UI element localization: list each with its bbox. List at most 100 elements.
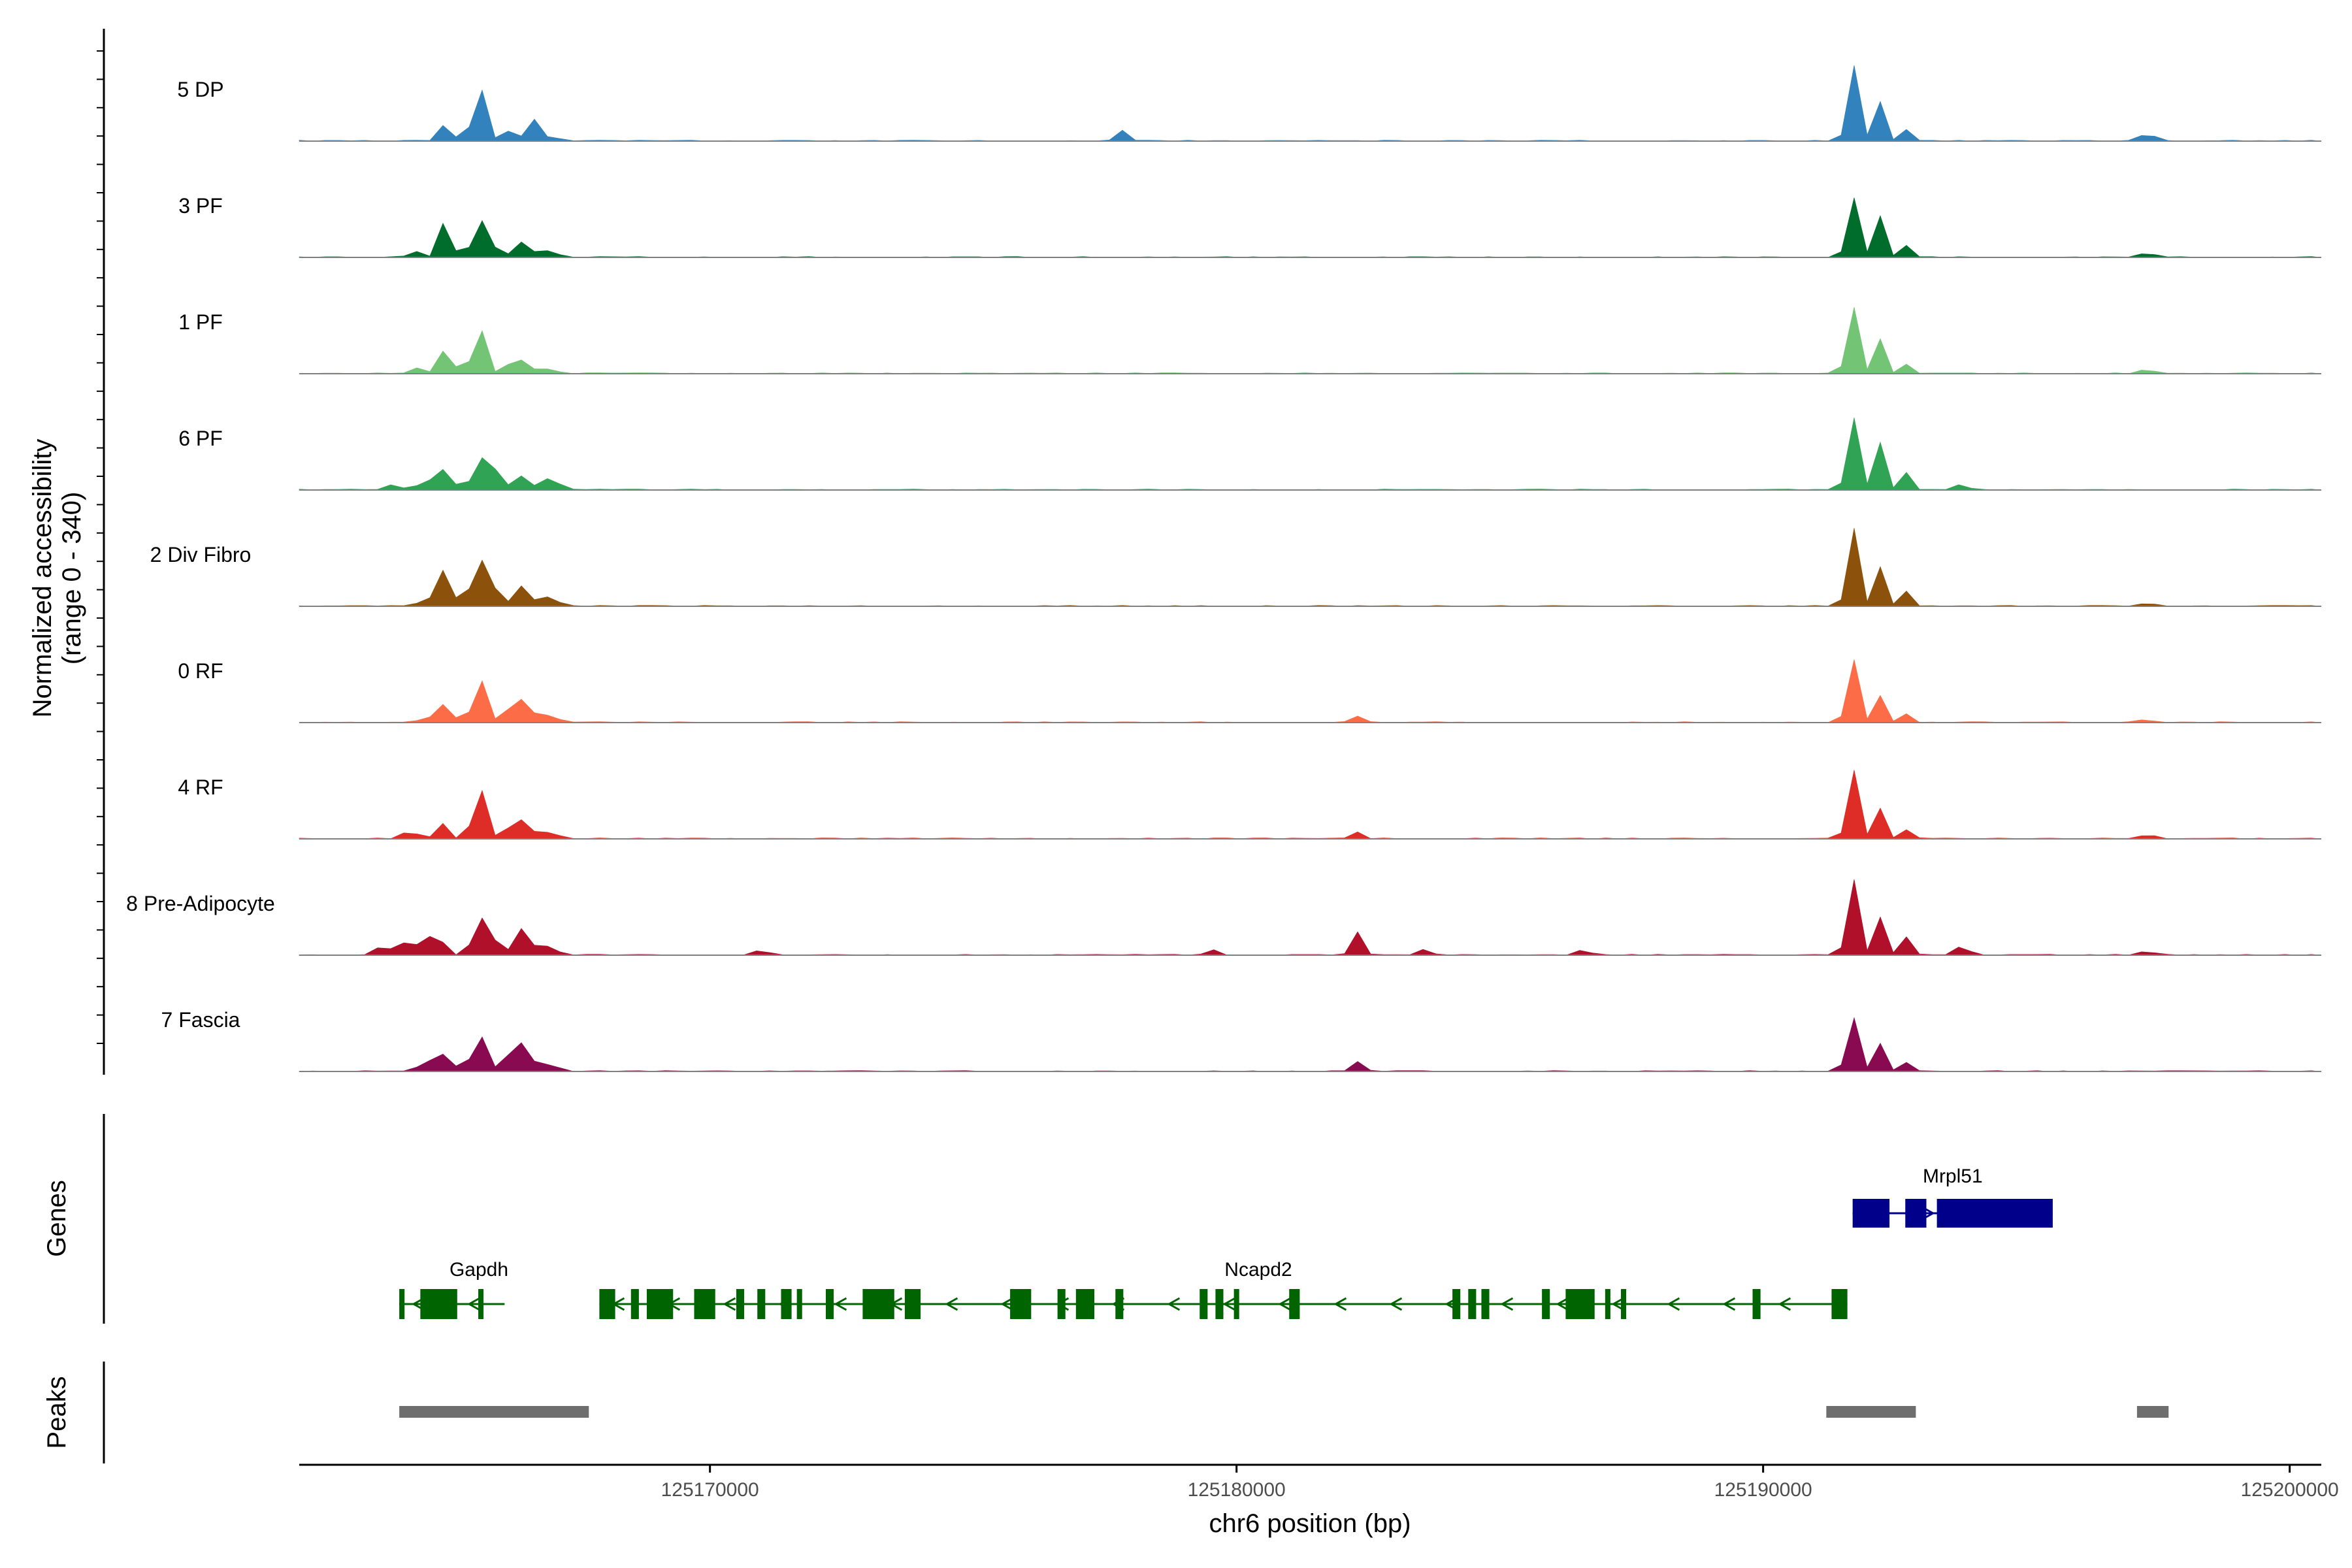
track-1-pf: 1 PF (178, 307, 2322, 374)
track-2-div-fibro: 2 Div Fibro (150, 528, 2322, 607)
exon (1289, 1289, 1300, 1319)
coverage-area (299, 659, 2322, 723)
gene-gapdh: Gapdh (399, 1259, 508, 1319)
genes-track-label: Genes (42, 1180, 71, 1257)
track-7-fascia: 7 Fascia (161, 1008, 2322, 1072)
coverage-area (299, 65, 2322, 142)
coverage-tracks: 5 DP 3 PF 1 PF 6 PF 2 Div Fibro 0 RF 4 RF 8 Pre… (126, 65, 2322, 1072)
exon (694, 1289, 715, 1319)
strand-arrow-left-icon (1611, 1297, 1625, 1311)
peak-regions-track (399, 1406, 2169, 1418)
exon (1542, 1289, 1550, 1319)
x-axis-title: chr6 position (bp) (1209, 1509, 1411, 1538)
exon (1057, 1289, 1066, 1319)
strand-arrow-left-icon (1667, 1297, 1680, 1311)
track-3-pf: 3 PF (178, 194, 2322, 258)
strand-arrow-left-icon (1222, 1297, 1236, 1311)
track-label: 8 Pre-Adipocyte (126, 892, 275, 915)
exon (904, 1289, 921, 1319)
track-label: 7 Fascia (161, 1008, 240, 1032)
track-label: 3 PF (178, 194, 223, 218)
gene-annotation-track: Gapdh Ncapd2 Mrpl51 (399, 1166, 2053, 1319)
gene-label: Gapdh (449, 1259, 508, 1281)
track-label: 0 RF (178, 659, 223, 683)
exon (399, 1289, 405, 1319)
strand-arrow-left-icon (1722, 1297, 1736, 1311)
exon (1010, 1289, 1032, 1319)
peak-region-bar (399, 1406, 589, 1418)
coverage-area (299, 528, 2322, 607)
gene-label: Mrpl51 (1923, 1166, 1983, 1187)
strand-arrow-left-icon (723, 1297, 736, 1311)
coverage-area (299, 770, 2322, 840)
exon (630, 1289, 639, 1319)
exon (1831, 1289, 1848, 1319)
strand-arrow-left-icon (1167, 1297, 1181, 1311)
x-tick-label: 125200000 (2241, 1479, 2339, 1501)
strand-arrow-left-icon (834, 1297, 847, 1311)
strand-arrow-left-icon (1556, 1297, 1569, 1311)
gene-ncapd2: Ncapd2 (599, 1259, 1848, 1319)
exon (599, 1289, 615, 1319)
exon (736, 1289, 745, 1319)
exon (862, 1289, 894, 1319)
exon (1852, 1199, 1890, 1228)
exon (1200, 1289, 1208, 1319)
coverage-y-axis (97, 29, 105, 1075)
track-8-pre-adipocyte: 8 Pre-Adipocyte (126, 879, 2322, 956)
x-axis: 125170000 125180000 125190000 125200000 (299, 1463, 2339, 1501)
exon (757, 1289, 766, 1319)
exon (1936, 1199, 2053, 1228)
exon (1565, 1289, 1595, 1319)
y-axis-title-line2: (range 0 - 340) (57, 492, 86, 665)
exon (1468, 1289, 1477, 1319)
coverage-area (299, 197, 2322, 258)
track-label: 6 PF (178, 427, 223, 450)
strand-arrow-left-icon (1333, 1297, 1347, 1311)
exon (1752, 1289, 1761, 1319)
track-label: 1 PF (178, 310, 223, 334)
coverage-area (299, 879, 2322, 956)
peaks-track-label: Peaks (42, 1376, 71, 1448)
strand-arrow-left-icon (1389, 1297, 1403, 1311)
exon (781, 1289, 792, 1319)
track-0-rf: 0 RF (178, 659, 2322, 723)
gene-label: Ncapd2 (1224, 1259, 1292, 1281)
track-label: 5 DP (177, 78, 223, 101)
strand-arrow-left-icon (467, 1297, 480, 1311)
coverage-area (299, 307, 2322, 374)
gene-mrpl51: Mrpl51 (1852, 1166, 2053, 1228)
y-axis-title-line1: Normalized accessibility (28, 439, 57, 718)
exon (1621, 1289, 1627, 1319)
exon (1215, 1289, 1224, 1319)
exon (1115, 1289, 1124, 1319)
exon (1905, 1199, 1927, 1228)
coverage-area (299, 417, 2322, 491)
exon (1452, 1289, 1461, 1319)
peak-region-bar (2136, 1406, 2169, 1418)
track-label: 4 RF (178, 776, 223, 799)
strand-arrow-left-icon (945, 1297, 958, 1311)
strand-arrow-left-icon (1500, 1297, 1514, 1311)
exon (1233, 1289, 1239, 1319)
x-tick-label: 125170000 (661, 1479, 759, 1501)
exon (1075, 1289, 1095, 1319)
strand-arrow-left-icon (1278, 1297, 1292, 1311)
track-4-rf: 4 RF (178, 770, 2322, 840)
exon (646, 1289, 674, 1319)
exon (478, 1289, 484, 1319)
x-tick-label: 125180000 (1188, 1479, 1286, 1501)
track-label: 2 Div Fibro (150, 543, 252, 566)
exon (1481, 1289, 1490, 1319)
exon (825, 1289, 834, 1319)
exon (420, 1289, 457, 1319)
coverage-area (299, 1017, 2322, 1072)
track-5-dp: 5 DP (177, 65, 2322, 142)
x-tick-label: 125190000 (1714, 1479, 1812, 1501)
exon (1605, 1289, 1610, 1319)
exon (796, 1289, 802, 1319)
peak-region-bar (1826, 1406, 1916, 1418)
strand-arrow-left-icon (1778, 1297, 1791, 1311)
